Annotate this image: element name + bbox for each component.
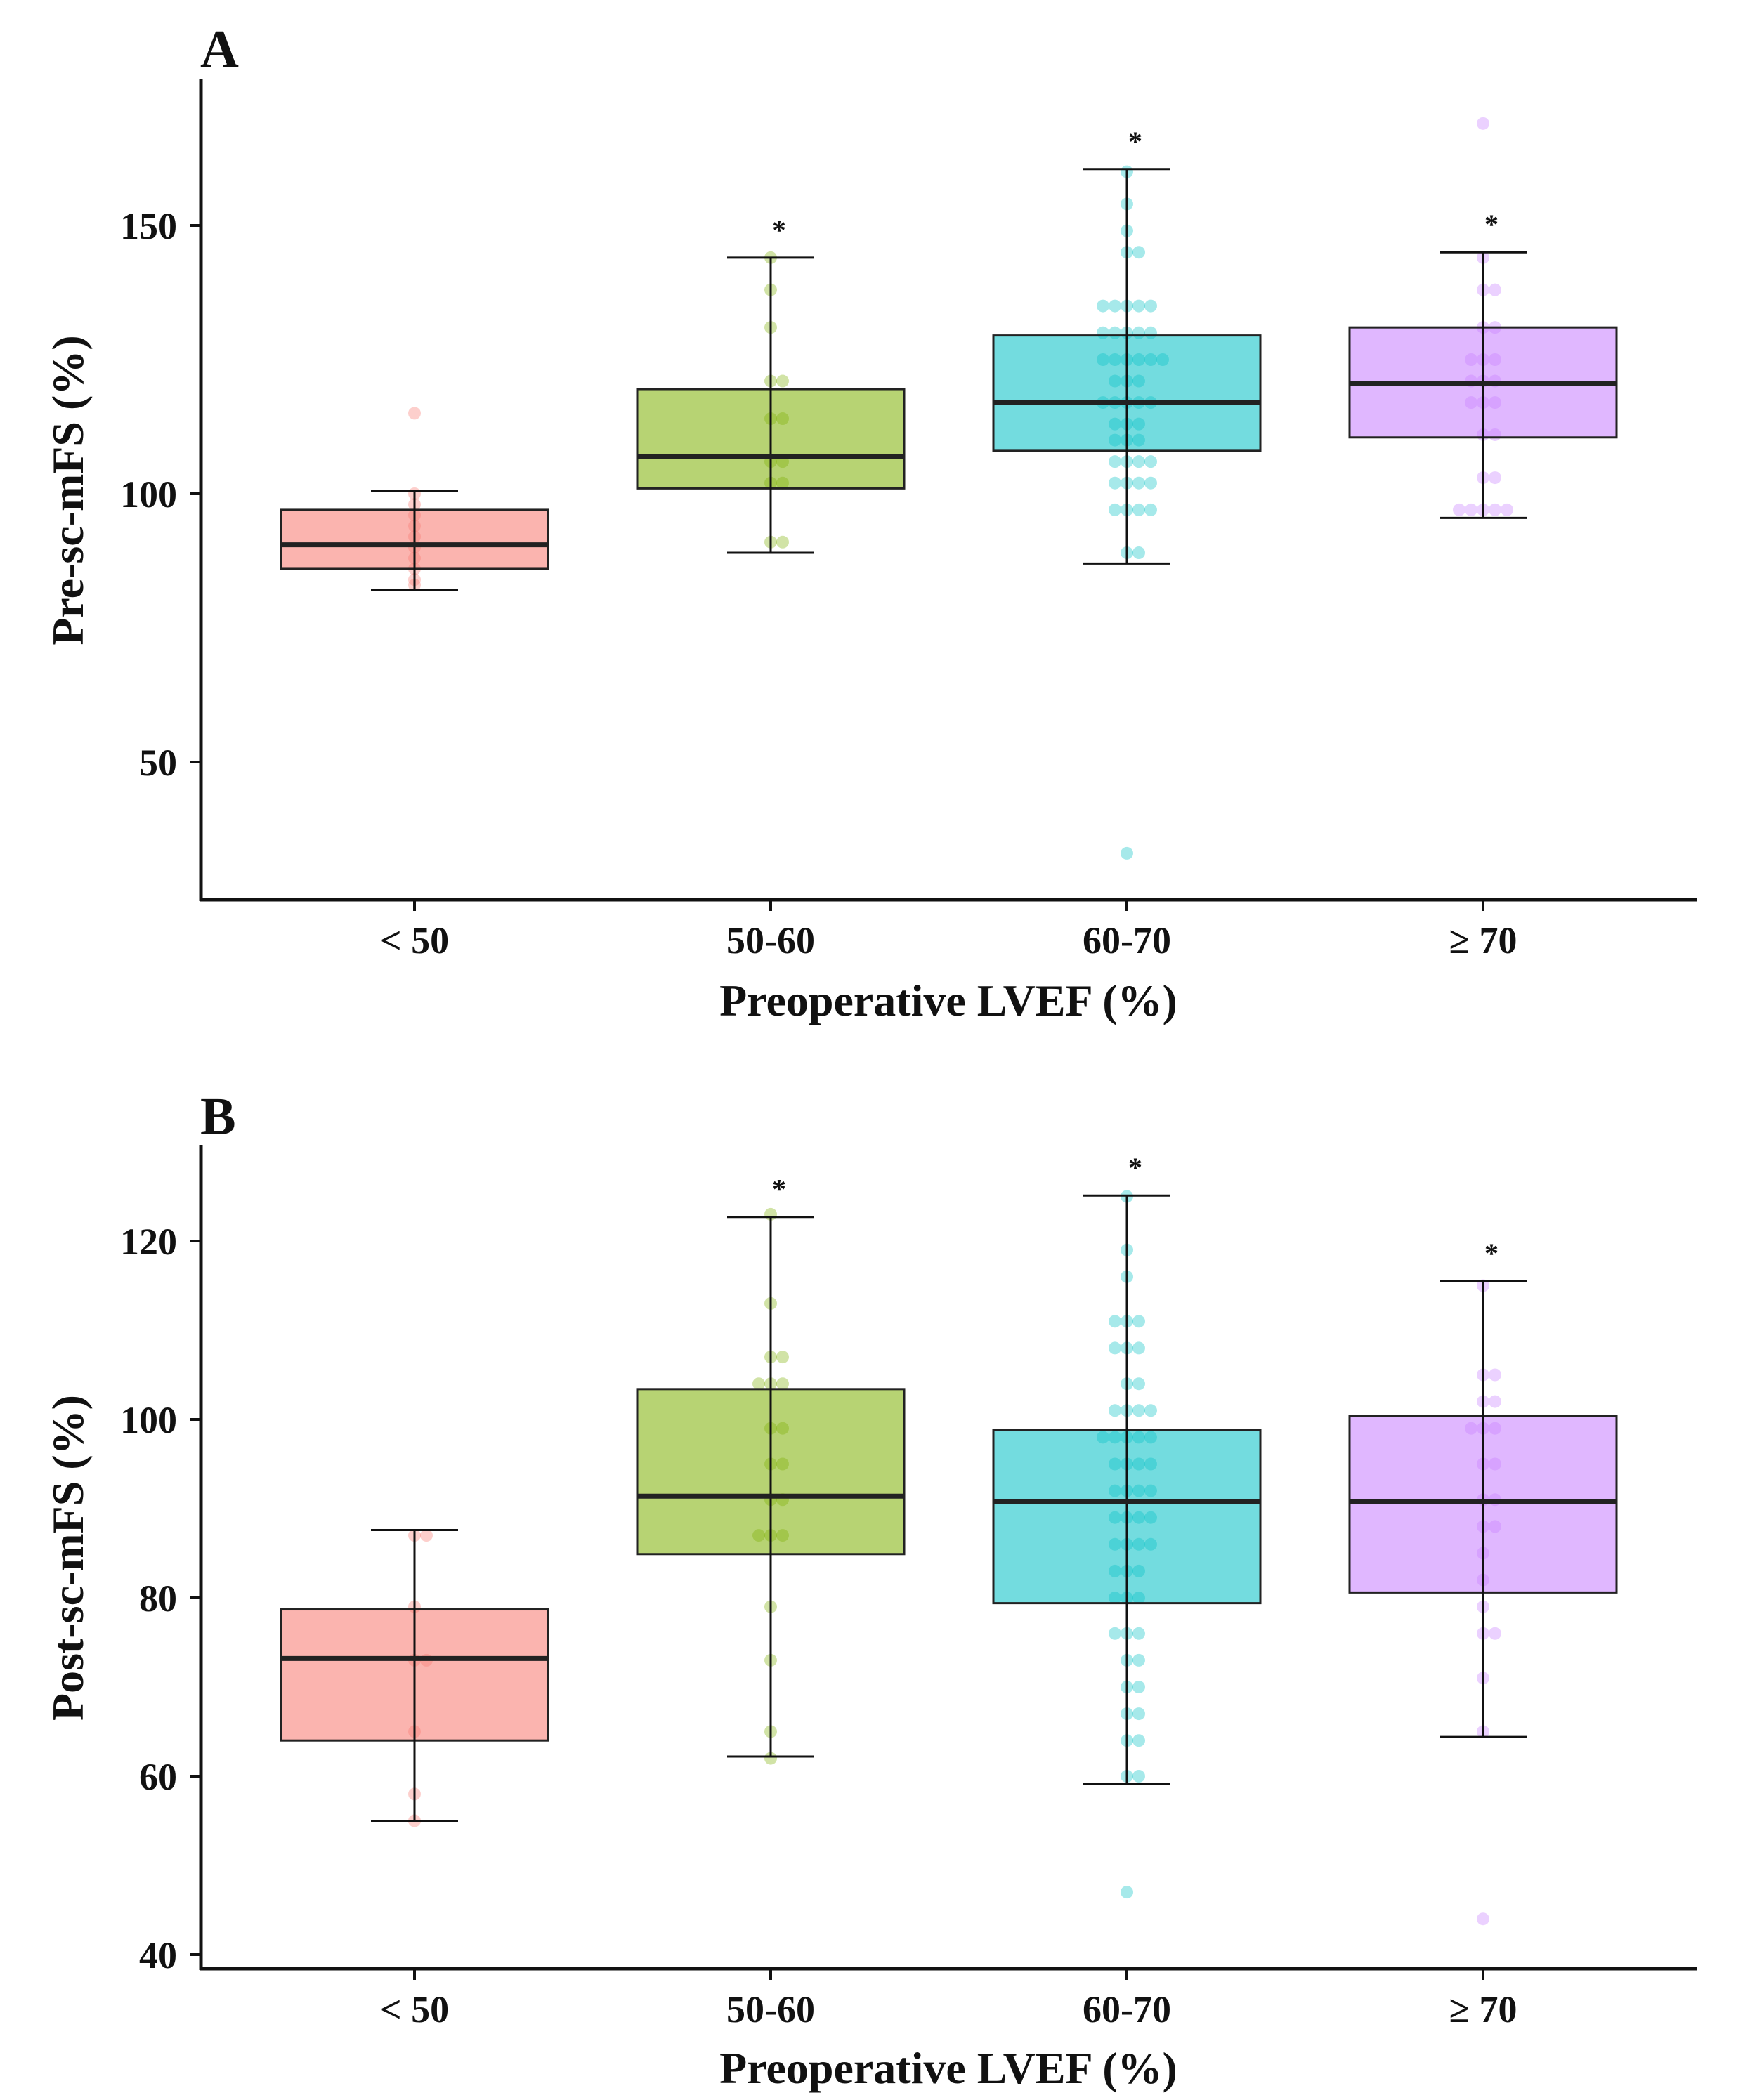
panel-b-group-2-point-6 (776, 1377, 789, 1391)
panel-a-x-tick-label-4: ≥ 70 (1449, 919, 1517, 962)
panel-b-significance-3: * (1128, 1152, 1142, 1183)
panel-b-group-1-point-2 (420, 1529, 433, 1542)
panel-b-y-axis-title: Post-sc-mFS (%) (43, 1395, 93, 1721)
panel-a-group-1 (280, 407, 549, 592)
panel-b-group-3-point-8 (1132, 1341, 1145, 1355)
panel-a-group-3: * (992, 126, 1262, 860)
panel-a-x-axis-title: Preoperative LVEF (%) (719, 976, 1177, 1025)
panel-b-group-3-point-14 (1109, 1404, 1121, 1417)
panel-b-group-4-point-3 (1489, 1368, 1501, 1382)
panel-b-group-3-point-15 (1144, 1404, 1157, 1417)
panel-a-group-3-point-8 (1109, 299, 1121, 313)
panel-a-group-3-point-9 (1144, 299, 1157, 313)
panel-b-x-tick-label-4: ≥ 70 (1449, 1988, 1517, 2030)
panel-b-x-axis-title: Preoperative LVEF (%) (719, 2043, 1177, 2093)
panel-a-significance-2: * (772, 214, 786, 246)
panel-a-group-3-point-46 (1109, 503, 1121, 516)
panel-a-group-3-point-41 (1132, 476, 1145, 490)
panel-b: B 40 60 80 100 120 < 50 50-60 60-70 ≥ 70… (43, 1087, 1697, 2093)
panel-b-y-tick-label-100: 100 (120, 1399, 177, 1441)
panel-a-group-2-point-5 (776, 374, 789, 388)
panel-b-group-3-point-44 (1132, 1627, 1145, 1640)
panel-b-group-2-point-20 (764, 1752, 777, 1765)
panel-b-group-3-point-45 (1109, 1627, 1121, 1640)
panel-b-group-4-point-22 (1477, 1912, 1489, 1926)
panel-b-label: B (200, 1087, 236, 1146)
panel-b-group-4: * (1348, 1238, 1618, 1926)
panel-a-group-3-point-10 (1097, 299, 1109, 313)
panel-a-group-3-point-39 (1144, 455, 1157, 468)
panel-b-group-2-point-4 (776, 1351, 789, 1364)
panel-a-group-4-point-19 (1489, 471, 1501, 485)
panel-b-x-tick-label-2: 50-60 (726, 1988, 815, 2030)
panel-a-group-1-point-1 (408, 407, 421, 420)
panel-a-group-3-point-47 (1144, 503, 1157, 516)
panel-a-x-tick-label-3: 60-70 (1083, 919, 1171, 962)
panel-b-group-4-point-19 (1489, 1627, 1501, 1640)
panel-a-group-3-point-42 (1109, 476, 1121, 490)
panel-b-group-3-point-56 (1121, 1886, 1133, 1899)
panel-a-plot-area: * * * (280, 117, 1618, 860)
panel-b-y-tick-label-120: 120 (120, 1221, 177, 1263)
panel-b-group-3-point-5 (1132, 1315, 1145, 1328)
panel-a-group-4-point-22 (1465, 503, 1477, 516)
panel-a-group-4-point-24 (1453, 503, 1465, 516)
panel-a-group-2: * (636, 214, 906, 554)
panel-b-group-3-point-11 (1132, 1377, 1145, 1391)
panel-a-group-3-point-37 (1132, 455, 1145, 468)
panel-b-significance-2: * (772, 1174, 786, 1205)
panel-b-group-3-point-9 (1109, 1341, 1121, 1355)
panel-a-group-4-point-4 (1489, 283, 1501, 296)
panel-a-group-3-point-49 (1132, 546, 1145, 560)
panel-b-group-2: * (636, 1174, 906, 1765)
panel-b-group-2-point-7 (752, 1377, 765, 1391)
panel-a-significance-3: * (1128, 126, 1142, 157)
panel-a-group-2-point-13 (776, 535, 789, 549)
panel-b-group-3-point-49 (1132, 1681, 1145, 1693)
panel-b-group-3-point-55 (1132, 1770, 1145, 1783)
panel-b-y-tick-label-60: 60 (139, 1756, 177, 1798)
panel-a-y-tick-label-100: 100 (120, 473, 177, 516)
panel-a-group-4-point-21 (1489, 503, 1501, 516)
panel-a-y-tick-label-50: 50 (139, 742, 177, 784)
panel-b-significance-4: * (1484, 1238, 1499, 1269)
panel-a-group-4-point-1 (1477, 117, 1489, 130)
panel-b-group-3-point-47 (1132, 1653, 1145, 1667)
panel-b-group-3-point-6 (1109, 1315, 1121, 1328)
panel-a-y-axis-title: Pre-sc-mFS (%) (43, 335, 93, 645)
panel-a-significance-4: * (1484, 209, 1499, 240)
panel-b-group-3-point-53 (1132, 1734, 1145, 1747)
panel-b-plot-area: * * * (280, 1152, 1618, 1926)
panel-a-group-4-point-23 (1501, 503, 1513, 516)
panel-b-group-4-point-5 (1489, 1395, 1501, 1408)
panel-a-group-3-point-5 (1132, 246, 1145, 259)
panel-a-label: A (200, 20, 239, 79)
panel-b-group-3-point-51 (1132, 1707, 1145, 1721)
panel-a: A 50 100 150 < 50 50-60 60-70 ≥ 70 Preop… (43, 20, 1697, 1025)
panel-a-group-3-point-43 (1144, 476, 1157, 490)
panel-a-group-3-point-7 (1132, 299, 1145, 313)
panel-a-group-4: * (1348, 117, 1618, 519)
panel-a-group-3-point-38 (1109, 455, 1121, 468)
panel-b-group-1 (280, 1528, 549, 1827)
panel-b-y-tick-label-40: 40 (139, 1934, 177, 1976)
panel-a-x-tick-label-2: 50-60 (726, 919, 815, 962)
panel-b-group-3-point-13 (1132, 1404, 1145, 1417)
panel-a-group-3-point-45 (1132, 503, 1145, 516)
panel-b-y-tick-label-80: 80 (139, 1577, 177, 1620)
panel-b-x-tick-label-3: 60-70 (1083, 1988, 1171, 2030)
panel-a-group-3-point-50 (1121, 846, 1133, 860)
panel-b-x-tick-label-1: < 50 (380, 1988, 449, 2030)
panel-a-y-tick-label-150: 150 (120, 205, 177, 247)
panel-b-group-3: * (992, 1152, 1262, 1899)
panel-a-x-tick-label-1: < 50 (380, 919, 449, 962)
